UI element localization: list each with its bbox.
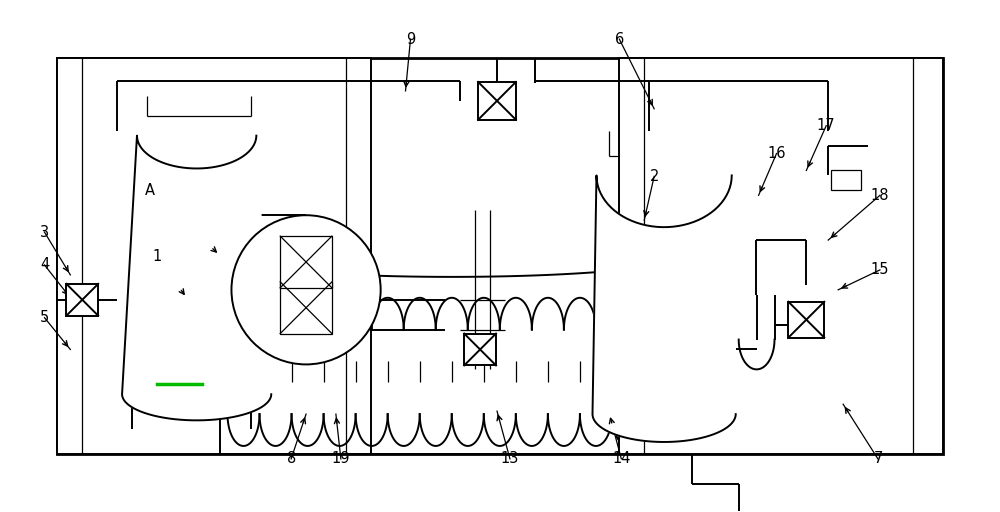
Text: 6: 6: [615, 32, 624, 47]
Text: 8: 8: [287, 452, 296, 466]
Bar: [478, 82, 516, 120]
Text: 18: 18: [871, 188, 889, 203]
Text: 15: 15: [871, 263, 889, 278]
Text: 13: 13: [501, 452, 519, 466]
Bar: [57, 58, 371, 454]
Text: 4: 4: [40, 258, 49, 272]
Text: 7: 7: [873, 452, 883, 466]
Text: 16: 16: [767, 146, 786, 161]
Bar: [280, 282, 332, 334]
Polygon shape: [592, 176, 736, 442]
Text: 2: 2: [649, 169, 659, 184]
Text: 5: 5: [40, 310, 49, 325]
Text: 17: 17: [817, 118, 836, 133]
Text: S: S: [843, 173, 849, 182]
Text: ~: ~: [76, 293, 88, 307]
Text: 19: 19: [332, 452, 350, 466]
Text: 9: 9: [406, 32, 415, 47]
Text: 3: 3: [40, 225, 49, 240]
Bar: [788, 302, 824, 337]
Circle shape: [231, 215, 381, 365]
Bar: [831, 170, 861, 190]
Polygon shape: [122, 136, 271, 420]
Bar: [57, 58, 943, 454]
Bar: [464, 334, 496, 366]
Text: 1: 1: [152, 249, 161, 265]
Text: 14: 14: [612, 452, 631, 466]
Bar: [66, 284, 98, 316]
Text: A: A: [145, 183, 155, 198]
Bar: [280, 236, 332, 288]
Bar: [619, 58, 943, 454]
